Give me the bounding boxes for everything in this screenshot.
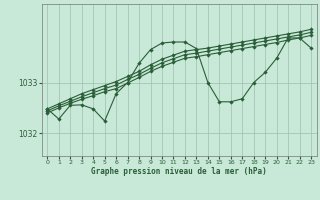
X-axis label: Graphe pression niveau de la mer (hPa): Graphe pression niveau de la mer (hPa) [91,167,267,176]
